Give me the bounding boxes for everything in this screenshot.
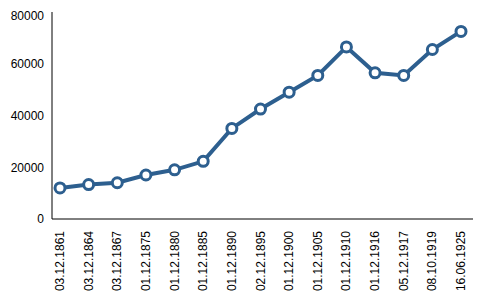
svg-text:01.12.1890: 01.12.1890 [225,231,239,291]
svg-text:40000: 40000 [11,109,45,123]
svg-text:03.12.1861: 03.12.1861 [53,231,67,291]
svg-text:03.12.1867: 03.12.1867 [110,231,124,291]
svg-text:05.12.1917: 05.12.1917 [397,231,411,291]
svg-text:01.12.1885: 01.12.1885 [196,231,210,291]
svg-text:16.06.1925: 16.06.1925 [454,231,468,291]
svg-text:01.12.1905: 01.12.1905 [311,231,325,291]
svg-text:01.12.1875: 01.12.1875 [139,231,153,291]
svg-text:80000: 80000 [11,9,45,23]
svg-text:08.10.1919: 08.10.1919 [425,231,439,291]
svg-text:60000: 60000 [11,57,45,71]
svg-text:20000: 20000 [11,161,45,175]
svg-text:01.12.1880: 01.12.1880 [168,231,182,291]
svg-text:01.12.1910: 01.12.1910 [339,231,353,291]
svg-text:0: 0 [37,212,44,226]
svg-text:01.12.1916: 01.12.1916 [368,231,382,291]
svg-text:03.12.1864: 03.12.1864 [82,231,96,291]
svg-text:02.12.1895: 02.12.1895 [254,231,268,291]
svg-text:01.12.1900: 01.12.1900 [282,231,296,291]
